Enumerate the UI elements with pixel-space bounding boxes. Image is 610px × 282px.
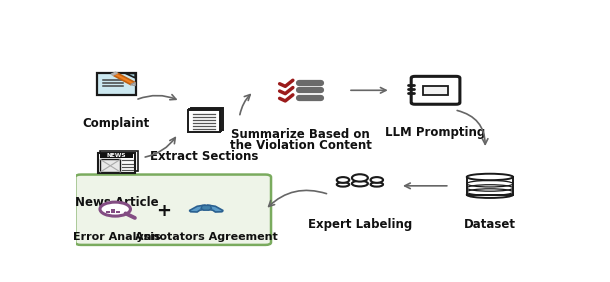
Polygon shape <box>131 83 135 86</box>
FancyBboxPatch shape <box>101 153 132 158</box>
FancyBboxPatch shape <box>111 209 115 213</box>
FancyBboxPatch shape <box>75 175 271 245</box>
Ellipse shape <box>352 181 368 186</box>
Ellipse shape <box>467 174 513 180</box>
Circle shape <box>337 177 350 183</box>
FancyBboxPatch shape <box>106 211 110 213</box>
FancyBboxPatch shape <box>189 109 221 131</box>
Text: Dataset: Dataset <box>464 219 516 232</box>
Text: Annotators Agreement: Annotators Agreement <box>135 232 278 242</box>
FancyBboxPatch shape <box>188 110 220 132</box>
Text: the Violation Content: the Violation Content <box>230 139 371 152</box>
Polygon shape <box>111 72 118 75</box>
FancyBboxPatch shape <box>101 151 138 171</box>
Text: +: + <box>156 202 171 220</box>
Text: Expert Labeling: Expert Labeling <box>308 219 412 232</box>
Circle shape <box>352 174 368 182</box>
Circle shape <box>100 202 131 216</box>
Ellipse shape <box>337 182 350 187</box>
FancyBboxPatch shape <box>97 73 136 96</box>
FancyBboxPatch shape <box>101 159 120 172</box>
Polygon shape <box>126 74 135 78</box>
FancyBboxPatch shape <box>116 212 120 213</box>
Polygon shape <box>204 205 223 212</box>
Text: NEWS: NEWS <box>107 153 126 158</box>
Polygon shape <box>189 205 209 212</box>
Polygon shape <box>201 205 212 210</box>
Text: Complaint: Complaint <box>83 118 150 131</box>
FancyBboxPatch shape <box>467 177 513 195</box>
FancyBboxPatch shape <box>191 108 223 131</box>
Text: News Article: News Article <box>74 196 158 209</box>
Circle shape <box>370 177 383 183</box>
FancyBboxPatch shape <box>98 153 135 173</box>
Text: Summarize Based on: Summarize Based on <box>231 128 370 141</box>
Text: Extract Sections: Extract Sections <box>149 150 258 163</box>
FancyBboxPatch shape <box>411 76 460 104</box>
Text: LLM Prompting: LLM Prompting <box>386 126 486 139</box>
Text: Error Analysis: Error Analysis <box>73 232 160 242</box>
Ellipse shape <box>467 191 513 198</box>
FancyBboxPatch shape <box>423 86 448 95</box>
Polygon shape <box>113 73 135 85</box>
Ellipse shape <box>370 182 383 187</box>
